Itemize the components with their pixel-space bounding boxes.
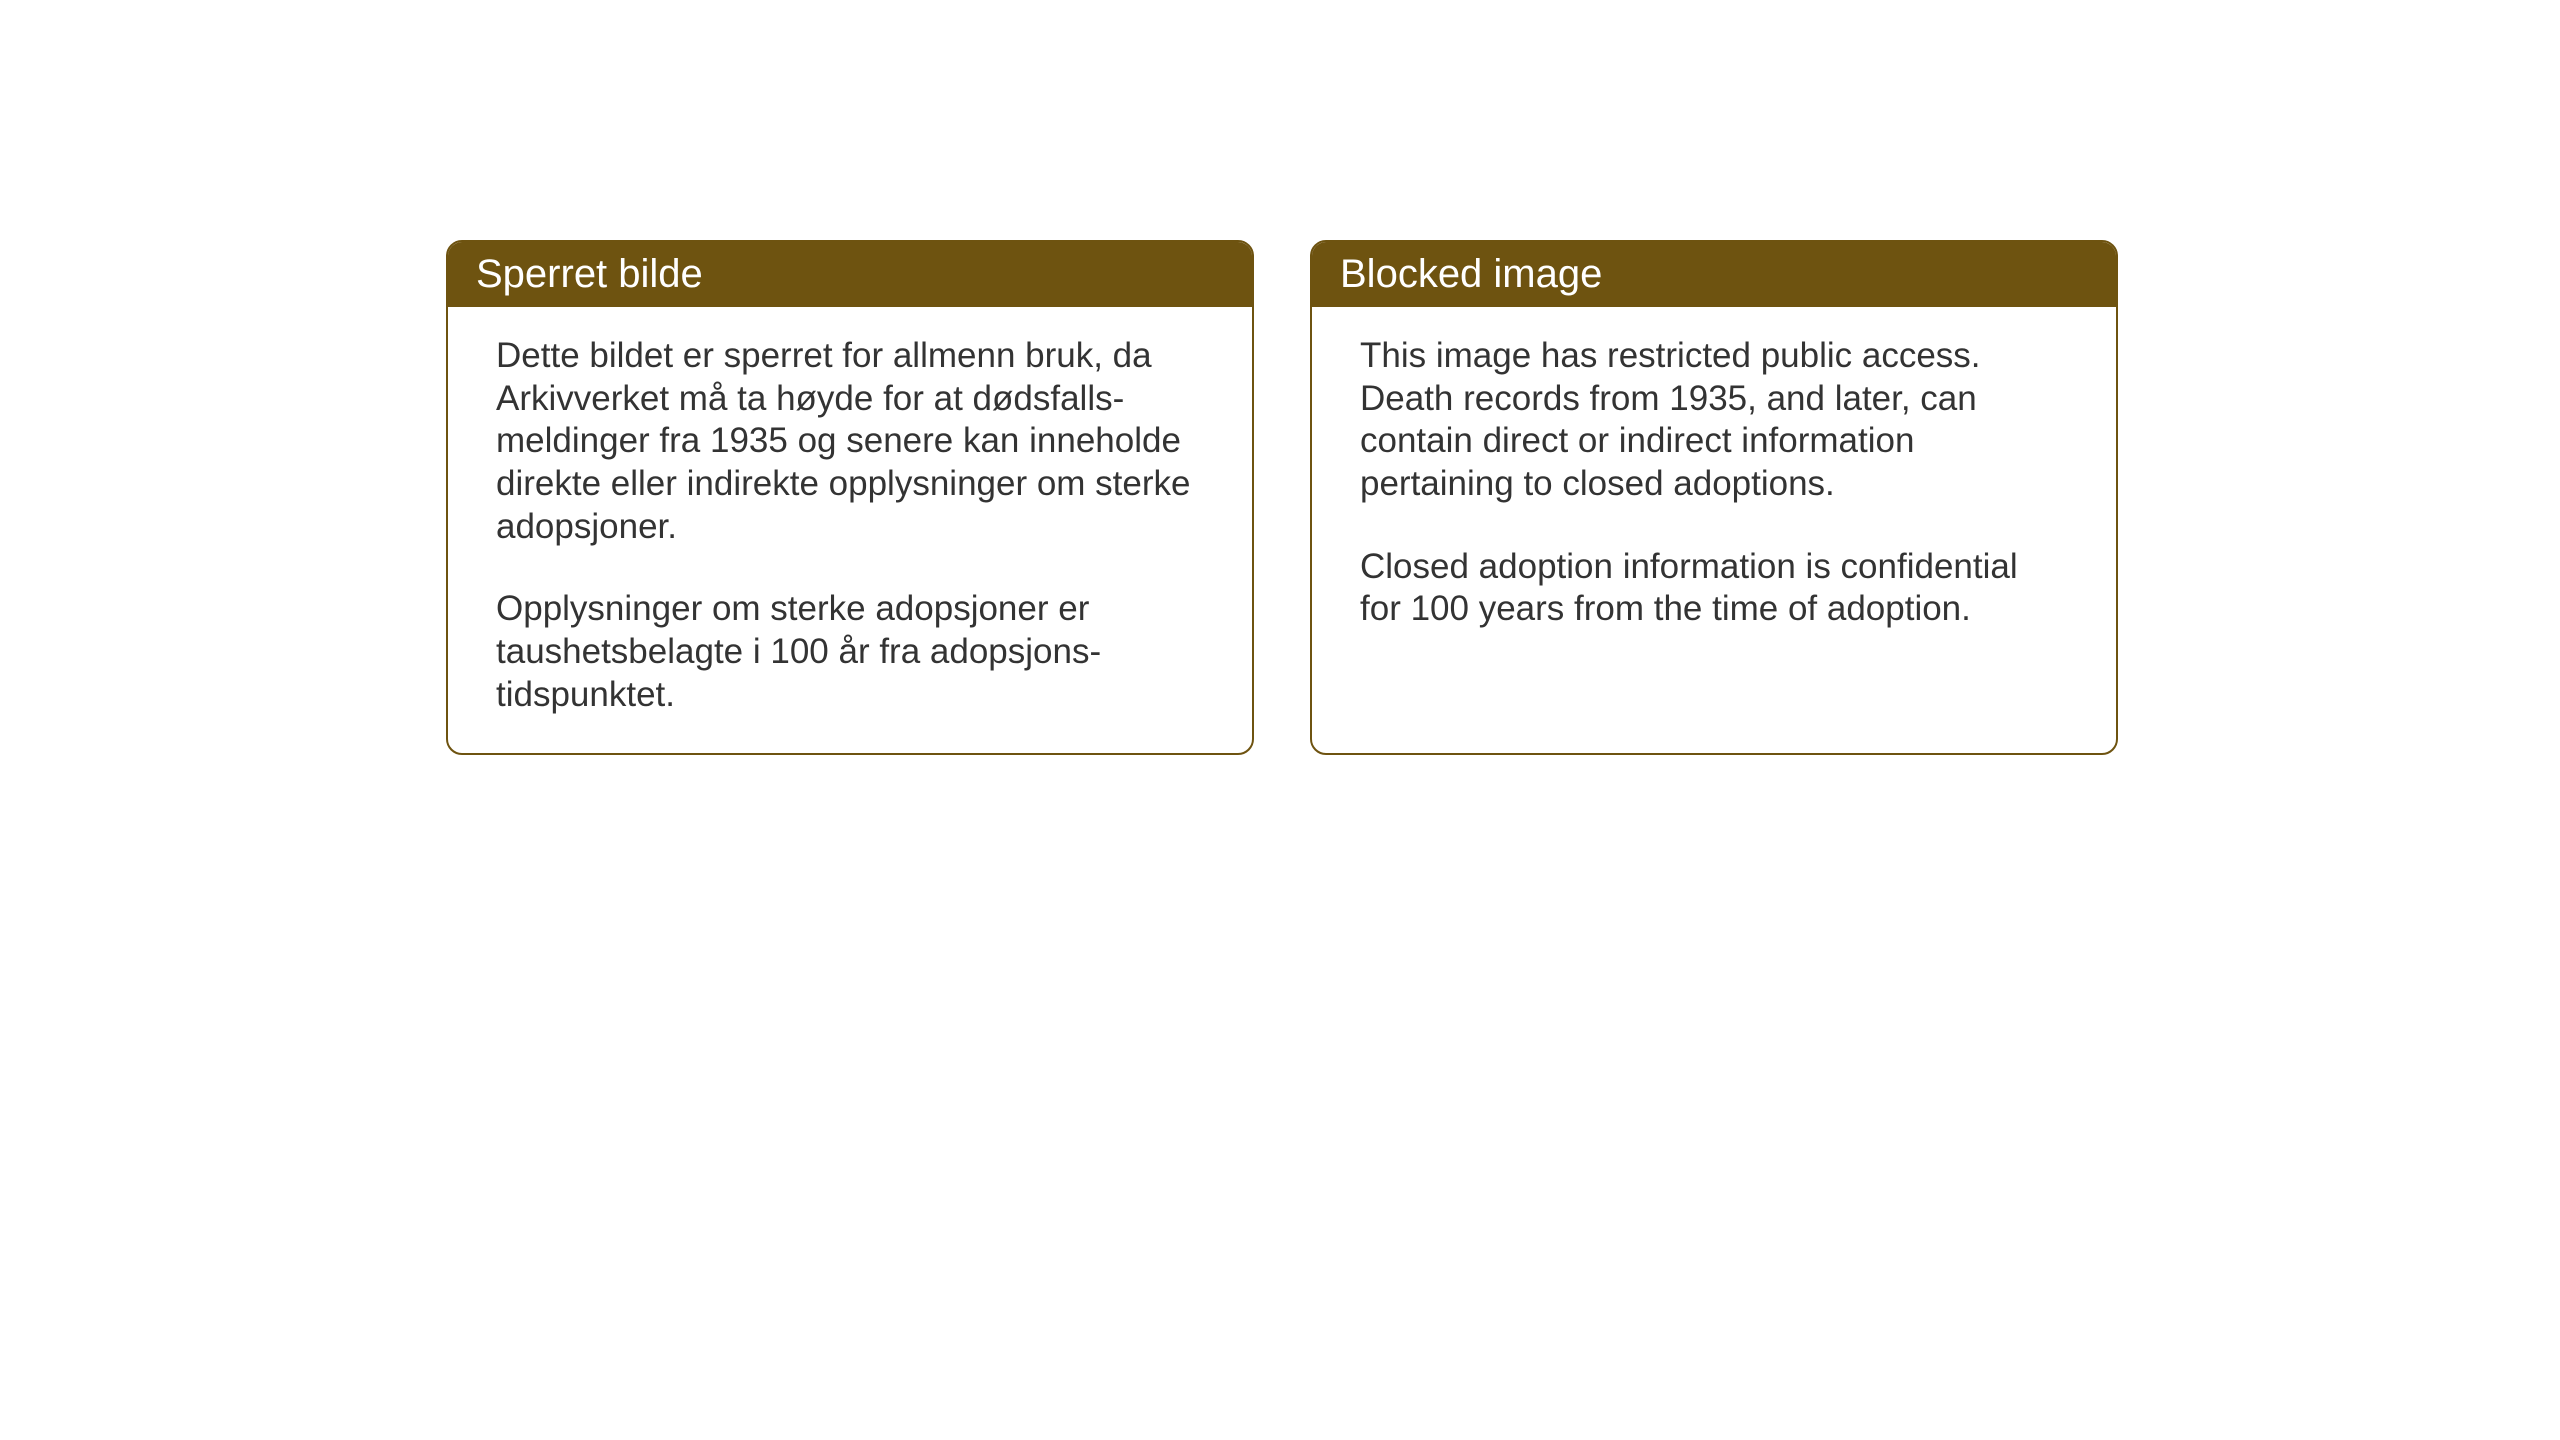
cards-container: Sperret bilde Dette bildet er sperret fo… (446, 240, 2118, 755)
norwegian-paragraph-1: Dette bildet er sperret for allmenn bruk… (496, 335, 1204, 548)
norwegian-paragraph-2: Opplysninger om sterke adopsjoner er tau… (496, 588, 1204, 716)
english-card-body: This image has restricted public access.… (1312, 307, 2116, 667)
english-card-title: Blocked image (1312, 242, 2116, 307)
norwegian-card-title: Sperret bilde (448, 242, 1252, 307)
english-card: Blocked image This image has restricted … (1310, 240, 2118, 755)
english-paragraph-1: This image has restricted public access.… (1360, 335, 2068, 506)
norwegian-card-body: Dette bildet er sperret for allmenn bruk… (448, 307, 1252, 753)
english-paragraph-2: Closed adoption information is confident… (1360, 546, 2068, 631)
norwegian-card: Sperret bilde Dette bildet er sperret fo… (446, 240, 1254, 755)
